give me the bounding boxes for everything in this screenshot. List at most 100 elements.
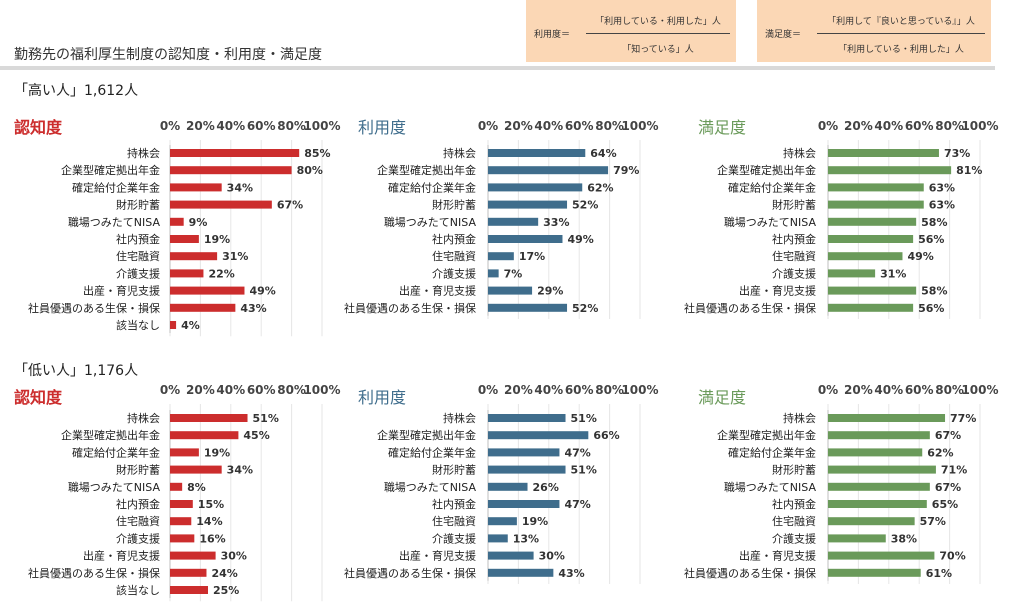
data-label-low-usage: 51%: [571, 412, 597, 425]
x-tick-label-low-usage: 20%: [504, 383, 533, 397]
satisfaction-formula-lhs: 満足度＝: [765, 30, 802, 40]
bar-low-recognition: [170, 551, 216, 560]
bar-high-satisfaction: [828, 166, 952, 175]
bar-low-satisfaction: [828, 551, 935, 560]
data-label-low-recognition: 30%: [221, 550, 247, 563]
data-label-high-usage: 29%: [537, 285, 563, 298]
data-label-low-usage: 26%: [533, 481, 559, 494]
usage-formula-box: 利用度＝ 「利用している・利用した」人 「知っている」人: [526, 0, 736, 62]
bar-high-satisfaction: [828, 235, 914, 243]
data-label-low-satisfaction: 71%: [941, 464, 967, 477]
data-label-high-recognition: 4%: [181, 319, 200, 332]
bar-low-satisfaction: [828, 482, 930, 491]
x-tick-label-low-satisfaction: 60%: [905, 383, 934, 397]
data-label-high-usage: 49%: [567, 233, 593, 246]
category-label-low-satisfaction: 出産・育児支援: [739, 549, 816, 563]
bar-high-recognition: [170, 269, 204, 278]
x-tick-label-low-usage: 100%: [621, 383, 658, 397]
bar-low-satisfaction: [828, 465, 936, 474]
category-label-high-satisfaction: 社内預金: [772, 232, 816, 246]
x-tick-label-low-satisfaction: 0%: [818, 383, 838, 397]
category-label-low-satisfaction: 持株会: [783, 411, 816, 425]
bar-low-recognition: [170, 568, 207, 577]
bar-high-satisfaction: [828, 183, 924, 192]
x-tick-label-low-satisfaction: 20%: [844, 383, 873, 397]
data-label-low-usage: 43%: [558, 567, 584, 580]
data-label-high-usage: 33%: [543, 216, 569, 229]
x-tick-label-low-usage: 60%: [565, 383, 594, 397]
category-label-low-satisfaction: 財形貯蓄: [772, 463, 816, 477]
category-label-high-recognition: 持株会: [127, 146, 160, 160]
category-label-low-recognition: 社員優遇のある生保・損保: [28, 566, 160, 580]
category-label-high-usage: 持株会: [443, 146, 476, 160]
bar-high-usage: [488, 286, 533, 295]
data-label-high-satisfaction: 56%: [918, 233, 944, 246]
chart-title-low-usage: 利用度: [358, 388, 406, 407]
bar-high-satisfaction: [828, 200, 924, 209]
category-label-low-usage: 社員優遇のある生保・損保: [344, 566, 476, 580]
bar-low-recognition: [170, 586, 208, 594]
category-label-low-recognition: 介護支援: [116, 531, 160, 545]
bar-high-satisfaction: [828, 269, 876, 278]
bar-low-satisfaction: [828, 431, 930, 440]
bar-low-satisfaction: [828, 448, 923, 457]
category-label-high-satisfaction: 持株会: [783, 146, 816, 160]
bar-high-recognition: [170, 217, 184, 226]
data-label-high-usage: 79%: [613, 164, 639, 177]
bar-low-recognition: [170, 414, 248, 422]
x-tick-label-low-usage: 80%: [595, 383, 624, 397]
bar-low-usage: [488, 431, 589, 440]
x-tick-label-high-satisfaction: 60%: [905, 119, 934, 133]
group-label-high: 「高い人」1,612人: [14, 83, 139, 99]
x-tick-label-low-recognition: 80%: [277, 383, 306, 397]
data-label-high-satisfaction: 73%: [944, 147, 970, 160]
bar-high-usage: [488, 235, 563, 243]
data-label-low-usage: 66%: [593, 429, 619, 442]
title-divider: [0, 66, 995, 70]
data-label-low-satisfaction: 62%: [927, 446, 953, 459]
bar-high-recognition: [170, 321, 177, 329]
data-label-high-satisfaction: 49%: [907, 250, 933, 263]
bar-high-satisfaction: [828, 217, 917, 226]
category-label-high-satisfaction: 企業型確定拠出年金: [717, 163, 816, 177]
bar-low-satisfaction: [828, 568, 921, 577]
category-label-high-recognition: 確定給付企業年金: [72, 180, 160, 194]
chart-title-low-recognition: 認知度: [14, 388, 63, 407]
category-label-high-usage: 住宅融資: [432, 249, 476, 263]
bar-low-recognition: [170, 534, 195, 543]
bar-high-satisfaction: [828, 286, 917, 295]
usage-formula-fraction-line: [586, 33, 730, 34]
category-label-low-usage: 社内預金: [432, 497, 476, 511]
bar-low-usage: [488, 534, 508, 543]
bar-high-recognition: [170, 166, 292, 175]
data-label-high-recognition: 31%: [222, 250, 248, 263]
category-label-high-usage: 財形貯蓄: [432, 198, 476, 212]
data-label-high-satisfaction: 58%: [921, 285, 947, 298]
satisfaction-formula-numerator: 「利用して『良いと思っている』」人: [827, 17, 975, 27]
bar-high-usage: [488, 200, 568, 209]
x-tick-label-high-recognition: 0%: [160, 119, 180, 133]
bar-low-satisfaction: [828, 517, 915, 526]
bar-high-recognition: [170, 252, 218, 261]
data-label-low-recognition: 45%: [243, 429, 269, 442]
data-label-low-satisfaction: 61%: [926, 567, 952, 580]
category-label-low-usage: 確定給付企業年金: [388, 445, 476, 459]
category-label-high-recognition: 財形貯蓄: [116, 198, 160, 212]
data-label-low-satisfaction: 67%: [935, 481, 961, 494]
data-label-high-satisfaction: 63%: [929, 199, 955, 212]
data-label-low-usage: 47%: [564, 498, 590, 511]
data-label-low-satisfaction: 38%: [891, 532, 917, 545]
bar-high-recognition: [170, 235, 199, 243]
category-label-low-usage: 出産・育児支援: [399, 549, 476, 563]
data-label-high-recognition: 22%: [208, 267, 234, 280]
x-tick-label-low-recognition: 20%: [186, 383, 215, 397]
x-tick-label-high-satisfaction: 80%: [935, 119, 964, 133]
x-tick-label-low-satisfaction: 100%: [961, 383, 998, 397]
data-label-low-recognition: 51%: [253, 412, 279, 425]
category-label-low-satisfaction: 住宅融資: [772, 514, 816, 528]
category-label-high-satisfaction: 確定給付企業年金: [728, 180, 816, 194]
category-label-high-usage: 確定給付企業年金: [388, 180, 476, 194]
data-label-high-usage: 17%: [519, 250, 545, 263]
category-label-low-satisfaction: 確定給付企業年金: [728, 445, 816, 459]
data-label-high-usage: 52%: [572, 199, 598, 212]
